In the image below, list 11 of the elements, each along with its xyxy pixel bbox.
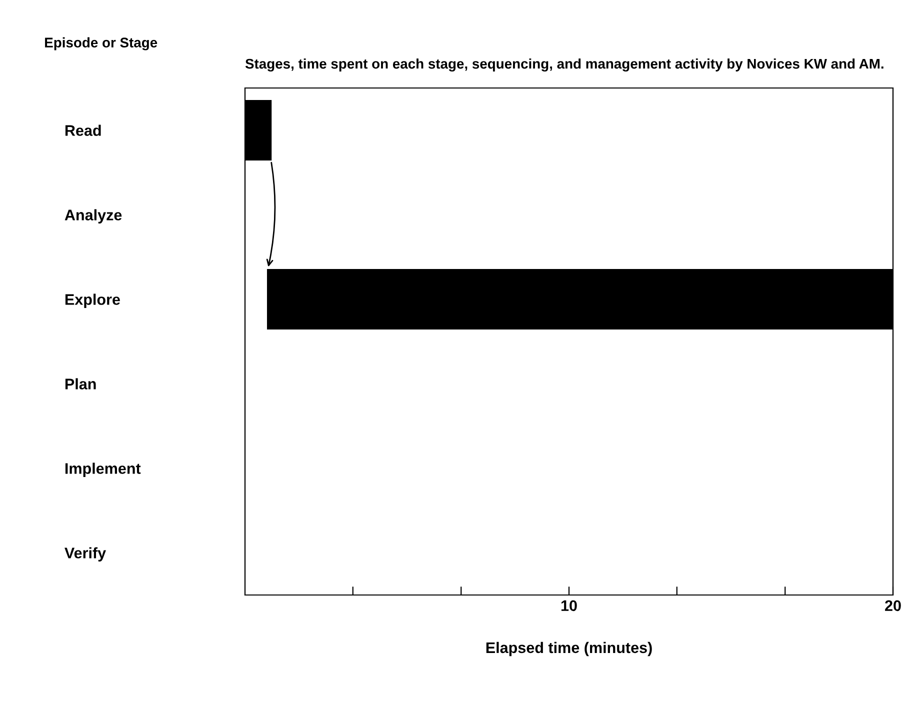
x-tick-label: 20 bbox=[885, 600, 901, 612]
y-axis-title: Episode or Stage bbox=[45, 37, 158, 50]
y-tick-label: Plan bbox=[65, 378, 96, 390]
chart-title: Stages, time spent on each stage, sequencing, and management activity by Novices KW and AM. bbox=[245, 58, 884, 72]
y-tick-label: Implement bbox=[65, 462, 141, 477]
x-tick-label: 10 bbox=[561, 600, 577, 612]
y-tick-label: Read bbox=[65, 124, 101, 136]
y-tick-label: Analyze bbox=[64, 209, 122, 224]
y-tick-label: Explore bbox=[65, 294, 120, 308]
x-axis-title: Elapsed time (minutes) bbox=[486, 642, 652, 656]
y-tick-label: Verify bbox=[64, 547, 106, 562]
